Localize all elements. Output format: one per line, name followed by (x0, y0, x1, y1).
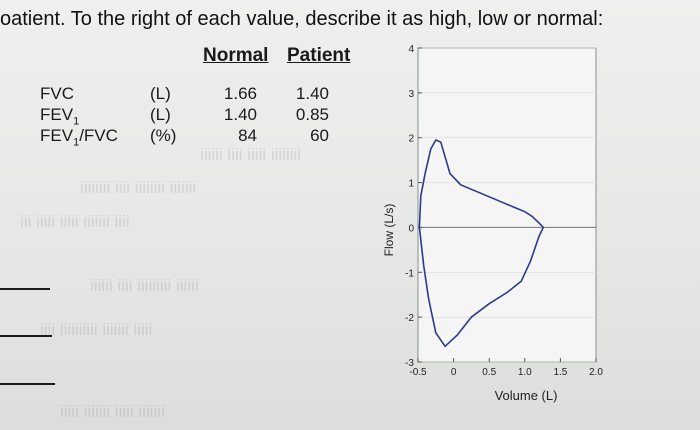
x-tick-label: -0.5 (409, 367, 427, 378)
instruction-text: oatient. To the right of each value, des… (0, 8, 604, 30)
y-tick-label: 3 (408, 89, 414, 100)
x-tick-label: 1.0 (518, 367, 532, 378)
y-tick-label: -3 (405, 358, 414, 369)
y-tick-label: 4 (408, 44, 414, 55)
x-tick-label: 2.0 (589, 367, 603, 378)
normal-value: 1.66 (223, 84, 257, 103)
row-label: FEV1/FVC (40, 126, 118, 149)
normal-value: 84 (238, 126, 257, 145)
y-tick-label: 1 (408, 179, 414, 190)
x-tick-label: 0.5 (482, 367, 496, 378)
patient-value: 1.40 (295, 84, 329, 103)
row-label: FVC (40, 84, 74, 103)
patient-value: 0.85 (295, 105, 329, 124)
y-tick-label: 0 (408, 223, 414, 234)
answer-blank[interactable] (0, 335, 52, 337)
patient-column-header: Patient (287, 45, 351, 66)
x-tick-label: 0 (451, 367, 457, 378)
answer-blank[interactable] (0, 288, 50, 290)
patient-value: 60 (310, 126, 329, 145)
row-unit: (L) (150, 105, 171, 124)
row-unit: (%) (150, 126, 177, 145)
x-tick-label: 1.5 (553, 367, 567, 378)
flow-volume-loop (418, 138, 545, 348)
row-unit: (L) (150, 84, 171, 103)
normal-column-header: Normal (203, 45, 269, 66)
normal-value: 1.40 (223, 105, 257, 124)
y-tick-label: -2 (405, 313, 414, 324)
row-label: FEV1 (40, 105, 80, 128)
x-axis-label: Volume (L) (495, 388, 558, 403)
y-axis-label: Flow (L/s) (382, 204, 396, 257)
answer-blank (0, 383, 55, 385)
y-tick-label: -1 (405, 268, 414, 279)
y-tick-label: 2 (408, 134, 414, 145)
